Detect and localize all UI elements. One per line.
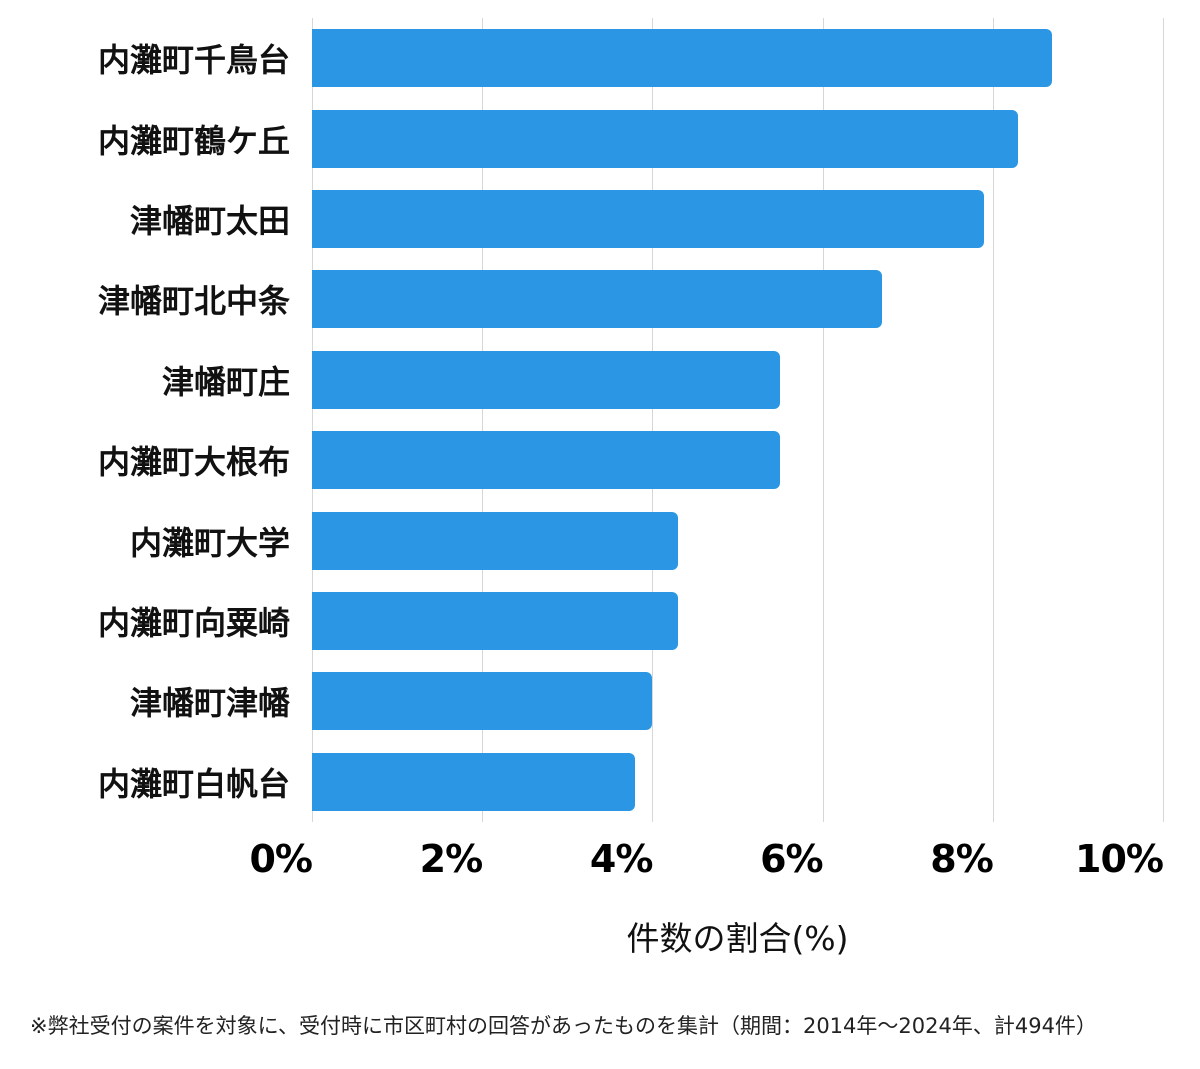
- x-tick-label-0pct: 0%: [249, 837, 313, 881]
- chart-footnote: ※弊社受付の案件を対象に、受付時に市区町村の回答があったものを集計（期間：201…: [30, 1014, 1097, 1038]
- y-category-label-6: 内灘町大学: [129, 523, 290, 562]
- x-tick-label-8pct: 8%: [930, 837, 994, 881]
- y-category-label-9: 内灘町白帆台: [97, 764, 290, 803]
- bar-row: [312, 98, 1163, 178]
- bar-6: [312, 511, 678, 570]
- gridline-2pct: [482, 18, 484, 822]
- bar-rows: [312, 18, 1163, 822]
- y-category-label-0: 内灘町千鳥台: [97, 41, 290, 80]
- x-tick-label-2pct: 2%: [419, 837, 484, 881]
- bar-row: [312, 259, 1163, 339]
- y-category-label-8: 津幡町津幡: [129, 684, 290, 723]
- y-category-label-7: 内灘町向粟崎: [97, 604, 290, 643]
- bar-1: [312, 109, 1019, 168]
- bar-row: [312, 340, 1163, 420]
- y-category-label-1: 内灘町鶴ケ丘: [97, 121, 290, 160]
- gridline-10pct: [1163, 18, 1164, 822]
- bar-row: [312, 179, 1163, 259]
- y-axis-labels: 内灘町千鳥台 内灘町鶴ケ丘津幡町太田津幡町北中条津幡町庄内灘町大根布内灘町大学内灘…: [0, 18, 290, 822]
- x-tick-label-6pct: 6%: [760, 837, 824, 881]
- bar-row: [312, 581, 1163, 661]
- bar-3: [312, 270, 883, 329]
- gridline-8pct: [992, 18, 994, 822]
- bar-9: [312, 752, 636, 811]
- gridline-6pct: [822, 18, 824, 822]
- bar-5: [312, 431, 781, 490]
- bar-2: [312, 190, 985, 249]
- gridline-0pct: [312, 18, 313, 822]
- bar-row: [312, 500, 1163, 580]
- bar-4: [312, 350, 781, 409]
- bar-8: [312, 672, 653, 731]
- bar-7: [312, 592, 678, 651]
- x-tick-label-4pct: 4%: [589, 837, 654, 881]
- y-category-label-4: 津幡町庄: [161, 362, 290, 401]
- y-category-label-3: 津幡町北中条: [97, 282, 290, 321]
- y-category-label-5: 内灘町大根布: [97, 443, 290, 482]
- bar-row: [312, 742, 1163, 822]
- plot-area: [312, 18, 1164, 822]
- gridline-4pct: [652, 18, 654, 822]
- x-axis-title: 件数の割合(%): [626, 919, 849, 958]
- bar-row: [312, 420, 1163, 500]
- bar-row: [312, 661, 1163, 741]
- bar-0: [312, 29, 1053, 88]
- y-category-label-2: 津幡町太田: [129, 202, 290, 241]
- bar-row: [312, 18, 1163, 98]
- x-tick-label-10pct: 10%: [1075, 837, 1164, 881]
